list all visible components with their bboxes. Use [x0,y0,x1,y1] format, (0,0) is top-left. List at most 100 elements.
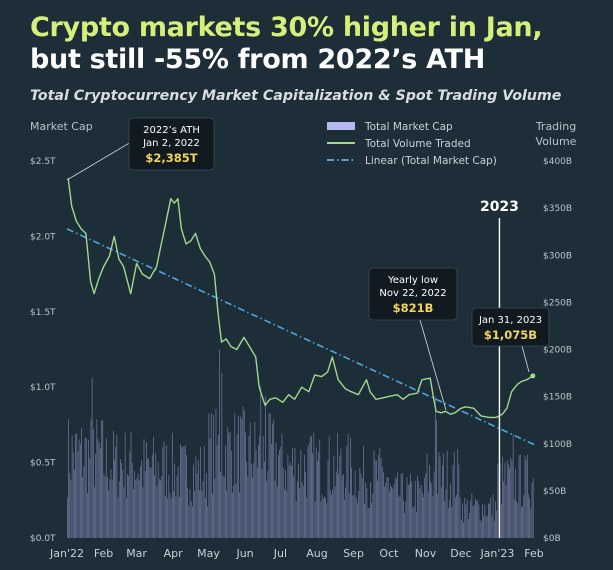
volume-bar [452,464,454,538]
volume-bar [271,443,272,538]
volume-bar [416,512,417,538]
volume-bar [458,464,460,538]
volume-bar [140,465,141,538]
volume-bar [110,469,112,538]
volume-bar [123,487,125,538]
volume-bar [226,490,227,538]
volume-bar [351,467,352,538]
volume-bar [210,413,212,538]
right-axis-tick: $250B [543,298,572,308]
volume-bar [133,489,134,538]
volume-bar [296,481,298,538]
volume-bar [312,453,314,538]
volume-bar [457,448,459,538]
volume-bar [472,505,474,538]
volume-bar [204,498,206,538]
volume-bar [400,473,402,538]
volume-bar [347,434,349,538]
volume-bar [419,488,421,538]
volume-bar [311,436,312,538]
volume-bar [371,502,372,538]
market-cap-end-point [530,373,536,379]
volume-bar [466,499,468,538]
volume-bar [247,476,249,538]
volume-bar [220,471,222,538]
volume-bar [367,508,369,538]
volume-bar [227,426,229,538]
volume-bar [477,500,479,538]
volume-bar [499,463,501,538]
volume-bar [361,478,363,538]
volume-bar [516,501,518,538]
volume-bar [373,450,375,538]
volume-bar [242,406,244,538]
volume-bar [186,455,187,538]
volume-bar [292,447,293,538]
volume-bar [331,494,332,538]
volume-bar [181,446,183,538]
volume-bar [398,497,400,538]
volume-bar [429,465,430,538]
volume-bar [509,468,510,538]
volume-bar [407,485,409,538]
volume-bar [334,486,336,538]
volume-bar [364,503,365,538]
volume-bar [408,483,410,538]
volume-bar [184,445,186,538]
right-axis-tick: $350B [543,204,572,214]
annotation-ath-date: Jan 2, 2022 [142,138,200,149]
volume-bar [71,435,73,538]
volume-bar [84,437,86,538]
left-axis-title: Market Cap [30,120,93,133]
volume-bar [115,446,117,538]
volume-bar [467,519,469,538]
volume-bar [530,508,532,538]
volume-bar [479,520,481,538]
volume-bar [274,480,276,538]
volume-bar [230,450,232,538]
x-axis-tick: Aug [306,547,327,560]
x-axis-tick: Mar [126,547,147,560]
volume-bar [154,475,155,538]
volume-bar [426,453,428,538]
left-axis-tick: $1.0T [30,383,56,393]
volume-bar [414,481,416,538]
volume-bar [496,510,497,538]
x-axis-tick: Dec [450,547,471,560]
volume-bar [95,454,97,538]
volume-bar [287,454,289,538]
volume-bar [182,446,184,538]
volume-bar [449,500,450,538]
volume-bar [189,489,191,538]
volume-bar [101,420,102,538]
volume-bar [443,453,444,538]
x-axis: Jan'22 Feb Mar Apr May Jun Jul Aug Sep Oct Nov Dec J… [49,547,544,560]
volume-bar [103,473,105,538]
left-axis-tick: $2.0T [30,232,56,242]
volume-bar [183,446,185,538]
volume-bar [470,500,472,538]
volume-bar [320,501,322,538]
volume-bar [519,454,521,538]
volume-bar [147,458,148,538]
volume-bar [78,439,80,538]
volume-bar [112,430,114,538]
volume-bar [77,451,79,538]
volume-bar [212,493,213,538]
volume-bar [262,436,264,538]
volume-bar [127,474,128,538]
volume-bar [214,478,216,538]
volume-bar [167,498,168,538]
right-axis-tick: $50B [543,487,566,497]
volume-bar [199,490,200,538]
volume-bar [500,504,502,538]
volume-bar [148,458,150,538]
annotation-low-title: Yearly low [387,275,438,286]
volume-bar [532,477,534,538]
volume-bar [317,461,318,538]
volume-bar [390,484,391,538]
volume-bar [130,431,132,538]
volume-bars [67,349,534,539]
volume-bar [476,501,477,538]
volume-bar [370,482,371,538]
